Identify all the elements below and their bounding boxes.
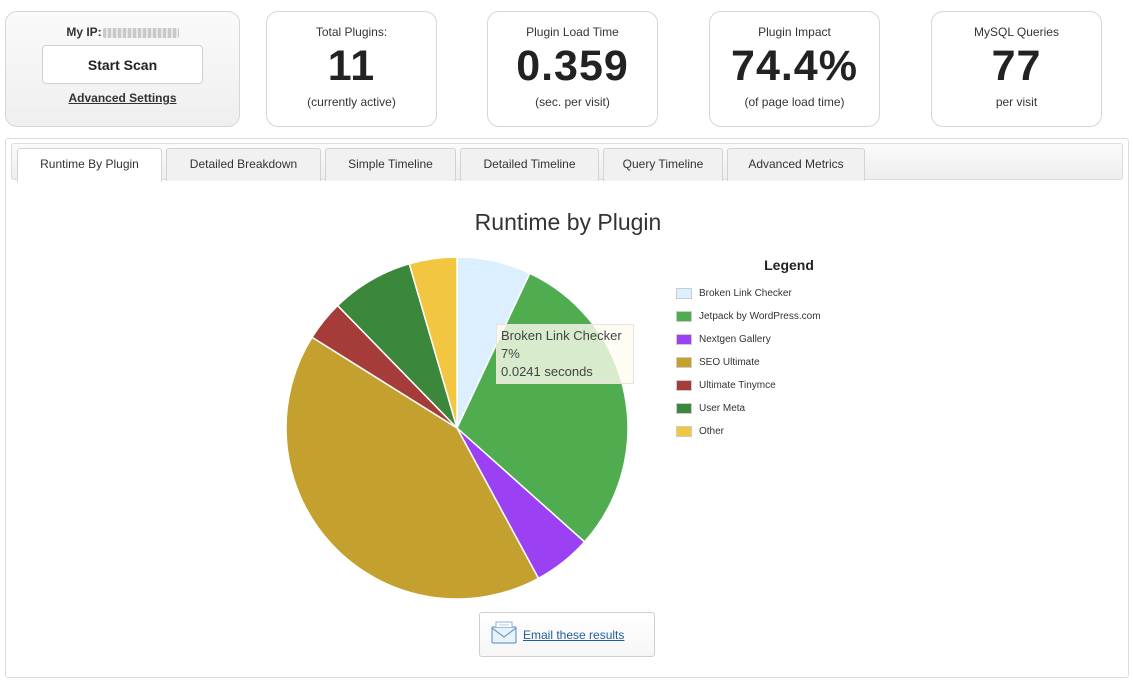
stat-label: Plugin Impact — [758, 25, 831, 39]
legend-label: User Meta — [699, 403, 746, 414]
scan-card: My IP: Start Scan Advanced Settings — [5, 11, 240, 127]
legend-item: User Meta — [676, 397, 876, 420]
legend-item: Broken Link Checker — [676, 282, 876, 305]
results-panel: Runtime By Plugin Detailed Breakdown Sim… — [5, 138, 1129, 678]
tooltip-time: 0.0241 seconds — [501, 364, 593, 379]
chart-legend: Legend Broken Link Checker Jetpack by Wor… — [676, 257, 876, 443]
tab-query-timeline[interactable]: Query Timeline — [603, 148, 723, 181]
start-scan-button[interactable]: Start Scan — [42, 45, 203, 84]
tab-runtime-by-plugin[interactable]: Runtime By Plugin — [17, 148, 162, 182]
legend-item: Nextgen Gallery — [676, 328, 876, 351]
stat-value: 74.4% — [731, 42, 858, 90]
legend-swatch — [676, 311, 692, 322]
stat-card-plugin-load-time: Plugin Load Time 0.359 (sec. per visit) — [487, 11, 658, 127]
pie-slice-seo-ultimate[interactable] — [285, 336, 540, 600]
ip-address-redacted — [102, 27, 179, 38]
tab-advanced-metrics[interactable]: Advanced Metrics — [727, 148, 865, 181]
chart-tooltip: Broken Link Checker 7% 0.0241 seconds — [496, 324, 634, 384]
legend-label: SEO Ultimate — [699, 357, 760, 368]
legend-label: Jetpack by WordPress.com — [699, 311, 821, 322]
tooltip-percent: 7% — [501, 346, 520, 361]
stat-label: MySQL Queries — [974, 25, 1059, 39]
legend-item: Ultimate Tinymce — [676, 374, 876, 397]
envelope-icon — [491, 620, 517, 649]
stat-subtitle: (sec. per visit) — [535, 95, 610, 109]
tab-detailed-breakdown[interactable]: Detailed Breakdown — [166, 148, 321, 181]
tab-detailed-timeline[interactable]: Detailed Timeline — [460, 148, 599, 181]
legend-label: Nextgen Gallery — [699, 334, 771, 345]
legend-swatch — [676, 380, 692, 391]
stat-label: Plugin Load Time — [526, 25, 619, 39]
stat-card-plugin-impact: Plugin Impact 74.4% (of page load time) — [709, 11, 880, 127]
stat-value: 0.359 — [516, 42, 629, 90]
legend-swatch — [676, 403, 692, 414]
legend-title: Legend — [764, 257, 814, 273]
pie-chart — [285, 256, 629, 600]
legend-item: SEO Ultimate — [676, 351, 876, 374]
stat-card-mysql-queries: MySQL Queries 77 per visit — [931, 11, 1102, 127]
email-results-button[interactable]: Email these results — [479, 612, 655, 657]
legend-label: Other — [699, 426, 725, 437]
stat-subtitle: (currently active) — [307, 95, 396, 109]
pie-slice-other[interactable] — [408, 256, 458, 429]
tooltip-plugin-name: Broken Link Checker — [501, 328, 622, 343]
legend-swatch — [676, 426, 692, 437]
my-ip-line: My IP: — [6, 25, 239, 39]
legend-label: Broken Link Checker — [699, 288, 792, 299]
stat-card-total-plugins: Total Plugins: 11 (currently active) — [266, 11, 437, 127]
legend-swatch — [676, 334, 692, 345]
tab-simple-timeline[interactable]: Simple Timeline — [325, 148, 456, 181]
legend-item: Other — [676, 420, 876, 443]
legend-label: Ultimate Tinymce — [699, 380, 776, 391]
stat-subtitle: per visit — [995, 95, 1038, 109]
advanced-settings-link[interactable]: Advanced Settings — [68, 91, 177, 105]
tab-bar: Runtime By Plugin Detailed Breakdown Sim… — [11, 143, 1123, 182]
stat-label: Total Plugins: — [315, 25, 388, 39]
chart-title: Runtime by Plugin — [474, 209, 662, 235]
stat-value: 11 — [327, 42, 376, 90]
legend-item: Jetpack by WordPress.com — [676, 305, 876, 328]
my-ip-label: My IP: — [66, 25, 102, 39]
legend-swatch — [676, 288, 692, 299]
email-results-link[interactable]: Email these results — [523, 627, 625, 642]
stat-subtitle: (of page load time) — [744, 95, 845, 109]
legend-swatch — [676, 357, 692, 368]
stat-value: 77 — [991, 42, 1042, 90]
